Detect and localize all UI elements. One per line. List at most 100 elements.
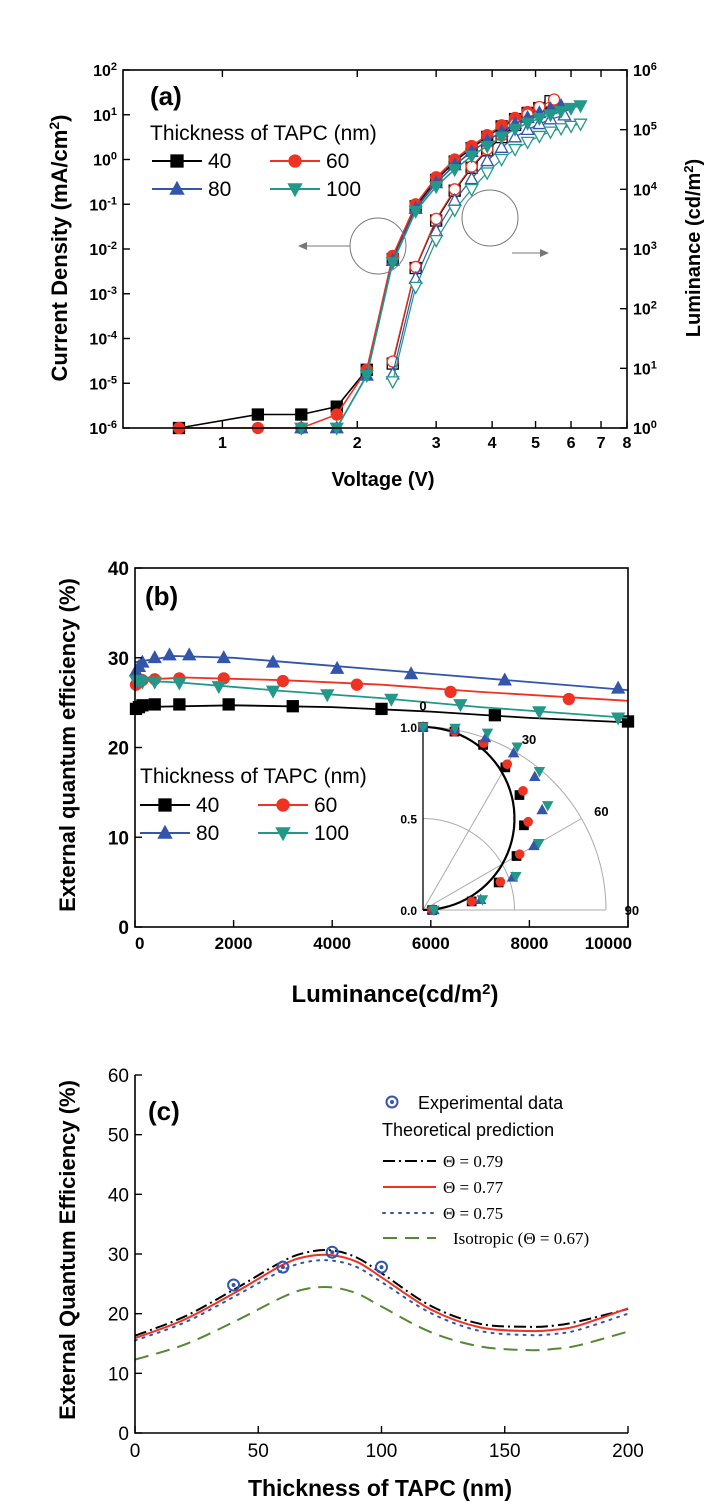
luminance-point-60 bbox=[547, 93, 561, 106]
luminance-point-100 bbox=[480, 167, 495, 181]
inset-point-60 bbox=[523, 816, 533, 827]
eqe-point-80 bbox=[135, 654, 150, 668]
inset-point-80 bbox=[507, 746, 520, 758]
y-tick-label: 100 bbox=[93, 151, 117, 170]
legend-heading: Theoretical prediction bbox=[382, 1120, 554, 1140]
eqe-point-80 bbox=[216, 650, 231, 664]
y-tick-label: 40 bbox=[108, 1185, 129, 1206]
legend-label-60: 60 bbox=[326, 150, 349, 173]
y-tick-label: 10 bbox=[108, 828, 129, 849]
luminance-point-100 bbox=[494, 153, 509, 167]
eqe-point-80 bbox=[497, 672, 512, 686]
eqe-point-100 bbox=[384, 693, 399, 707]
legend-marker-100 bbox=[275, 827, 291, 842]
eqe-point-100 bbox=[265, 685, 281, 699]
inset-point-80 bbox=[528, 839, 540, 851]
inset-point-60 bbox=[514, 849, 525, 860]
experimental-point-center bbox=[330, 1250, 335, 1255]
current-point-100 bbox=[385, 257, 400, 271]
inset-point-100 bbox=[533, 766, 546, 778]
luminance-point-100 bbox=[553, 123, 569, 137]
eqe-point-40 bbox=[173, 698, 186, 711]
y-tick-label: 50 bbox=[108, 1126, 129, 1147]
panel-c-label: (c) bbox=[148, 1096, 180, 1126]
y-tick-label: 30 bbox=[108, 1245, 129, 1266]
inset-angle-label: 90 bbox=[625, 903, 639, 918]
eqe-point-100 bbox=[135, 676, 150, 690]
x-tick-label: 7 bbox=[597, 435, 606, 452]
eqe-point-80 bbox=[147, 650, 162, 664]
luminance-point-100 bbox=[520, 136, 535, 150]
panel-b-xlabel: Luminance(cd/m2) bbox=[291, 981, 498, 1009]
x-tick-label: 10000 bbox=[585, 934, 632, 953]
current-point-100 bbox=[494, 131, 509, 145]
panel-c-ylabel: External Quantum Efficiency (%) bbox=[55, 1080, 80, 1420]
legend-label-60: 60 bbox=[314, 794, 337, 817]
legend-label-40: 40 bbox=[208, 150, 231, 173]
x-tick-label: 4000 bbox=[313, 934, 351, 953]
x-tick-label: 150 bbox=[489, 1441, 521, 1462]
luminance-point-100 bbox=[408, 281, 423, 295]
luminance-point-60 bbox=[430, 212, 443, 226]
experimental-point bbox=[227, 1278, 241, 1292]
luminance-line-80 bbox=[392, 114, 565, 375]
y-tick-label-right: 106 bbox=[633, 61, 657, 80]
inset-point-80 bbox=[536, 803, 548, 815]
legend-marker-80 bbox=[157, 824, 173, 839]
x-tick-label: 2 bbox=[353, 435, 362, 452]
inset-point-100 bbox=[511, 742, 523, 753]
current-point-100 bbox=[294, 422, 309, 436]
y-tick-label-right: 104 bbox=[633, 180, 658, 199]
eqe-point-60 bbox=[276, 674, 290, 688]
inset-radial-label: 0.0 bbox=[400, 904, 417, 918]
current-point-100 bbox=[553, 105, 569, 119]
current-point-100 bbox=[520, 117, 535, 131]
current-point-100 bbox=[329, 422, 344, 436]
x-tick-label: 6 bbox=[567, 435, 576, 452]
inset-angle-label: 60 bbox=[594, 804, 608, 819]
y-tick-label-right: 105 bbox=[633, 121, 657, 140]
legend-experimental-marker bbox=[385, 1095, 399, 1109]
inset-angle-label: 0 bbox=[419, 698, 426, 713]
experimental-point bbox=[276, 1260, 290, 1274]
panel-b-ylabel: External quantum efficiency (%) bbox=[55, 578, 80, 912]
x-tick-label: 50 bbox=[248, 1441, 269, 1462]
y-tick-label: 0 bbox=[118, 918, 129, 939]
current-point-100 bbox=[359, 370, 374, 384]
legend-label-80: 80 bbox=[196, 822, 219, 845]
inset-point-60 bbox=[466, 896, 477, 907]
panel-b-legend-title: Thickness of TAPC (nm) bbox=[140, 765, 367, 788]
legend-label-100: 100 bbox=[314, 822, 349, 845]
y-tick-label: 101 bbox=[93, 106, 117, 125]
inset-point-100 bbox=[542, 801, 554, 812]
angular-distribution-inset: 0.0 0.5 1.00 30 60 90 bbox=[400, 698, 639, 918]
luminance-point-80 bbox=[494, 139, 509, 153]
x-tick-label: 200 bbox=[612, 1441, 644, 1462]
current-point-100 bbox=[429, 181, 444, 195]
inset-angle-ray bbox=[422, 751, 515, 911]
x-tick-label: 8000 bbox=[510, 934, 548, 953]
x-tick-label: 8 bbox=[623, 435, 632, 452]
eqe-point-40 bbox=[148, 698, 161, 711]
eqe-point-60 bbox=[562, 692, 575, 706]
y-tick-label-right: 101 bbox=[633, 359, 657, 378]
panel-b-chart: 0 2000 4000 6000 8000 10000 0 10 20 30 40 (b) Thic… bbox=[55, 559, 639, 1008]
eqe-point-100 bbox=[532, 706, 547, 720]
panel-a-legend-title: Thickness of TAPC (nm) bbox=[150, 122, 377, 145]
eqe-point-80 bbox=[403, 666, 419, 680]
current-point-100 bbox=[507, 123, 523, 137]
eqe-point-40 bbox=[136, 699, 149, 712]
current-point-100 bbox=[532, 113, 547, 127]
theory-curve-1 bbox=[134, 1249, 629, 1337]
legend-marker-80 bbox=[169, 180, 185, 195]
inset-point-100 bbox=[510, 871, 522, 883]
luminance-point-100 bbox=[429, 234, 444, 248]
luminance-point-100 bbox=[543, 126, 558, 140]
eqe-point-40 bbox=[286, 700, 299, 713]
legend-marker-60 bbox=[288, 154, 302, 168]
eqe-point-80 bbox=[610, 680, 626, 694]
arrow-right-head bbox=[540, 249, 549, 257]
luminance-point-100 bbox=[464, 184, 479, 198]
current-point-60 bbox=[330, 408, 343, 421]
